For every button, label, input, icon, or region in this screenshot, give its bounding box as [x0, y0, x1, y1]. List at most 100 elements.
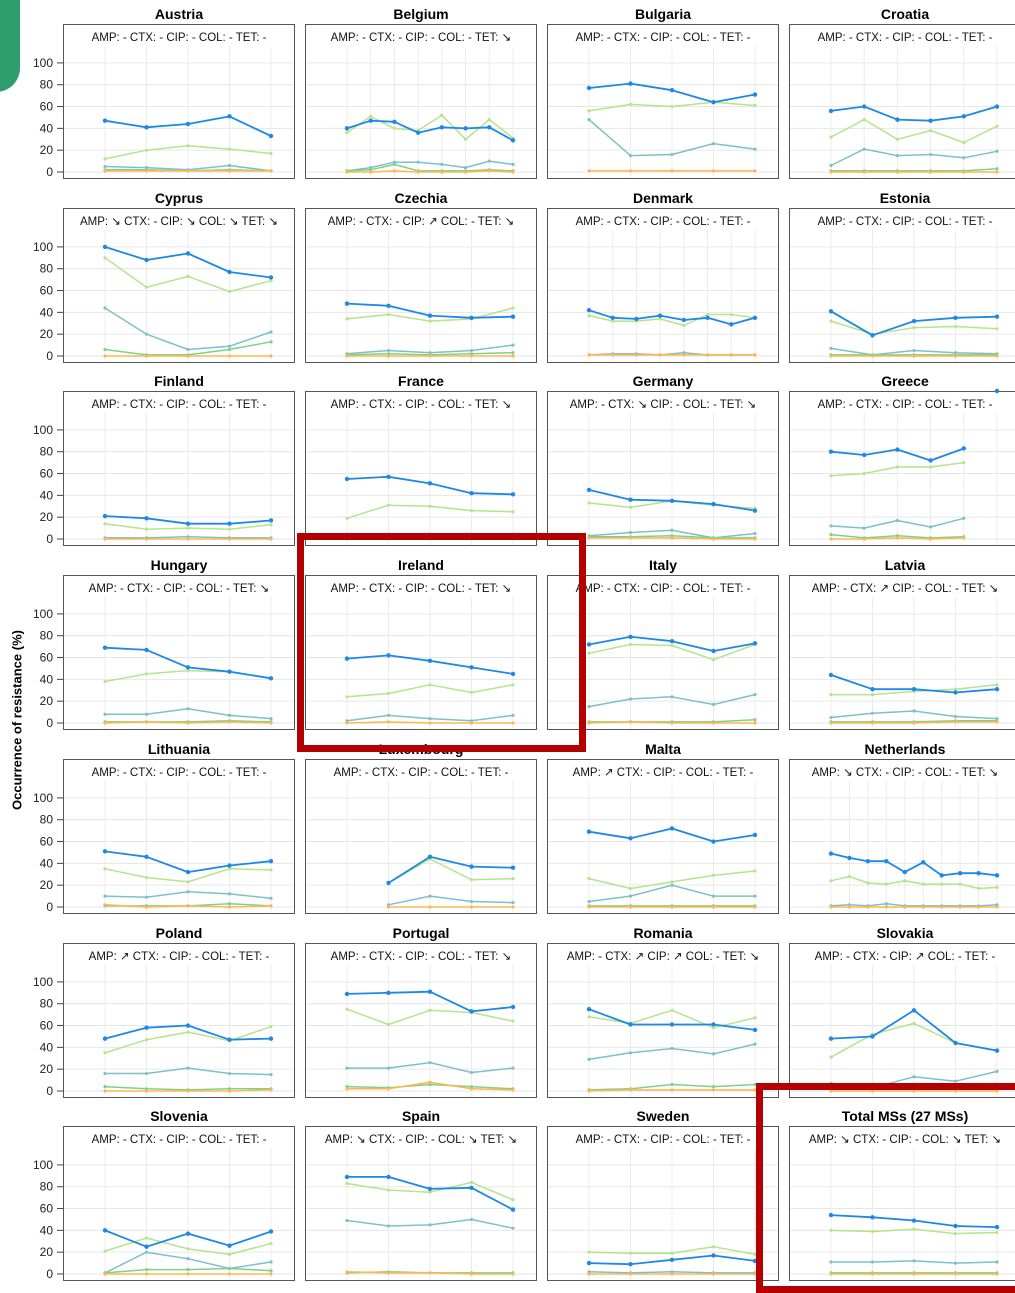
data-point-tet [829, 347, 832, 350]
data-point-ctx [428, 721, 431, 724]
data-point-cip [829, 693, 832, 696]
data-point-cip [145, 286, 148, 289]
data-point-ctx [228, 537, 231, 540]
data-point-ctx [712, 1272, 715, 1275]
trend-indicators: AMP: ↘ CTX: - CIP: - COL: - TET: ↘ [812, 767, 998, 779]
panel-title: Denmark [547, 188, 779, 208]
data-point-ctx [829, 1089, 832, 1092]
y-tick-label: 0 [46, 165, 53, 179]
data-point-cip [145, 876, 148, 879]
plot-frame [790, 1127, 1015, 1281]
panel-title: France [305, 371, 537, 391]
trend-indicators: AMP: - CTX: - CIP: - COL: - TET: - [92, 767, 267, 779]
data-point-cip [470, 691, 473, 694]
data-point-cip [269, 868, 272, 871]
data-point-ctx [269, 354, 272, 357]
data-point-cip [428, 319, 431, 322]
data-point-cip [995, 1231, 998, 1234]
y-tick-label: 100 [33, 1158, 53, 1172]
data-point-ctx [863, 537, 866, 540]
data-point-cip [269, 152, 272, 155]
panel-plot: AMP: ↗ CTX: - CIP: - COL: - TET: -020406… [63, 943, 295, 1098]
data-point-tet [829, 1260, 832, 1263]
y-tick-label: 80 [40, 1180, 54, 1194]
data-point-cip [464, 138, 467, 141]
data-point-amp [186, 522, 190, 526]
data-point-cip [511, 1020, 514, 1023]
data-point-cip [186, 526, 189, 529]
data-point-amp [587, 830, 591, 834]
data-point-amp [511, 492, 515, 496]
data-point-cip [387, 1188, 390, 1191]
data-point-ctx [369, 170, 372, 173]
data-point-cip [145, 149, 148, 152]
data-point-tet [428, 717, 431, 720]
y-tick-label: 20 [40, 143, 54, 157]
data-point-amp [345, 301, 349, 305]
y-tick-label: 0 [46, 900, 53, 914]
data-point-ctx [440, 170, 443, 173]
data-point-cip [470, 878, 473, 881]
y-tick-label: 100 [33, 423, 53, 437]
data-point-tet [587, 118, 590, 121]
data-point-amp [628, 635, 632, 639]
panel-plot: AMP: ↗ CTX: - CIP: - COL: - TET: - [547, 759, 779, 914]
data-point-ctx [587, 169, 590, 172]
data-point-amp [440, 125, 444, 129]
data-point-cip [629, 887, 632, 890]
data-point-ctx [611, 353, 614, 356]
plot-frame [548, 392, 779, 546]
data-point-amp [870, 687, 874, 691]
panel-plot: AMP: - CTX: - CIP: - COL: - TET: -020406… [63, 1126, 295, 1281]
y-tick-label: 0 [46, 532, 53, 546]
panel-title: Czechia [305, 188, 537, 208]
data-point-cip [186, 1247, 189, 1250]
data-point-ctx [587, 1089, 590, 1092]
data-point-cip [753, 1253, 756, 1256]
y-tick-label: 20 [40, 510, 54, 524]
data-point-ctx [103, 1089, 106, 1092]
data-point-ctx [470, 354, 473, 357]
data-point-ctx [470, 1087, 473, 1090]
data-point-cip [922, 882, 925, 885]
data-point-ctx [712, 169, 715, 172]
data-point-ctx [995, 1272, 998, 1275]
data-point-tet [829, 716, 832, 719]
data-point-amp [269, 134, 273, 138]
data-point-tet [962, 156, 965, 159]
data-point-tet [103, 1072, 106, 1075]
data-point-amp [895, 447, 899, 451]
trend-indicators: AMP: ↗ CTX: - CIP: - COL: - TET: - [573, 767, 754, 779]
data-point-ctx [587, 721, 590, 724]
data-point-amp [995, 1048, 999, 1052]
data-point-ctx [428, 1271, 431, 1274]
data-point-tet [929, 525, 932, 528]
data-point-cip [866, 881, 869, 884]
data-point-amp [144, 258, 148, 262]
data-point-amp [227, 1038, 231, 1042]
data-point-amp [912, 319, 916, 323]
data-point-ctx [753, 905, 756, 908]
data-point-cip [995, 125, 998, 128]
y-tick-label: 80 [40, 445, 54, 459]
data-point-amp [634, 317, 638, 321]
data-point-ctx [829, 721, 832, 724]
panel-title: Latvia [789, 555, 1015, 575]
panel-title: Slovakia [789, 923, 1015, 943]
data-point-amp [995, 315, 999, 319]
data-point-tet [387, 349, 390, 352]
data-point-cip [228, 290, 231, 293]
data-point-cip [345, 317, 348, 320]
panel-plot: AMP: - CTX: ↗ CIP: ↗ COL: - TET: ↘ [547, 943, 779, 1098]
data-point-amp [103, 514, 107, 518]
data-point-amp [829, 309, 833, 313]
data-point-cip [629, 103, 632, 106]
trend-indicators: AMP: ↘ CTX: - CIP: - COL: ↘ TET: ↘ [325, 1134, 517, 1146]
data-point-cip [912, 1228, 915, 1231]
